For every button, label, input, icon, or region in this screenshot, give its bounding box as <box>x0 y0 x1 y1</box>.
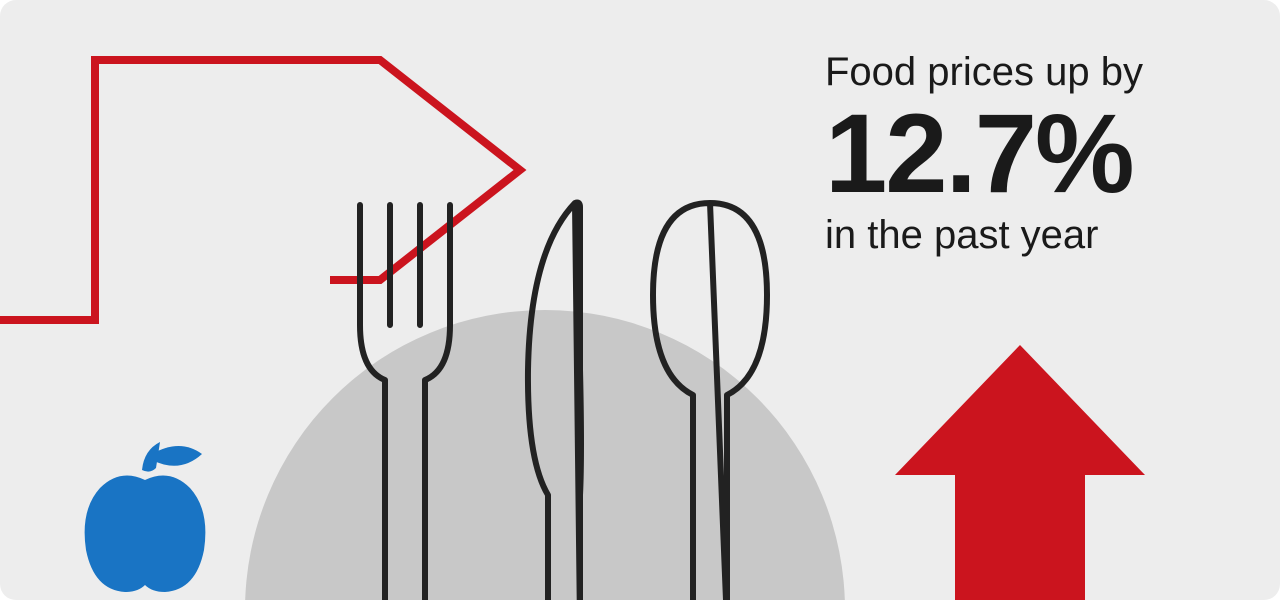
up-arrow-icon <box>895 345 1145 600</box>
headline-block: Food prices up by 12.7% in the past year <box>825 50 1143 258</box>
apple-icon <box>80 440 210 595</box>
infographic-canvas: Food prices up by 12.7% in the past year <box>0 0 1280 600</box>
fork-icon <box>330 195 480 600</box>
headline-line3: in the past year <box>825 213 1143 258</box>
knife-icon <box>500 195 620 600</box>
spoon-icon <box>635 195 785 600</box>
headline-line1: Food prices up by <box>825 50 1143 95</box>
headline-percentage: 12.7% <box>825 95 1143 213</box>
